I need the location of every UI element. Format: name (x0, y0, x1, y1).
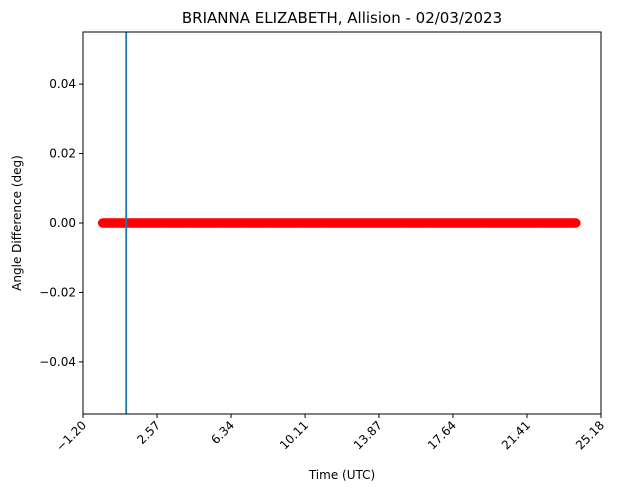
y-tick-label: −0.02 (39, 285, 76, 299)
scatter-points (97, 218, 581, 228)
y-tick-label: 0.04 (49, 77, 76, 91)
y-axis-label: Angle Difference (deg) (10, 155, 24, 291)
x-axis-label: Time (UTC) (308, 468, 375, 482)
y-tick-label: −0.04 (39, 355, 76, 369)
y-axis-ticks: 0.04 0.02 0.00 −0.02 −0.04 (39, 77, 83, 369)
data-point (571, 218, 581, 228)
chart-title: BRIANNA ELIZABETH, Allision - 02/03/2023 (182, 9, 502, 27)
y-tick-label: 0.00 (49, 216, 76, 230)
y-tick-label: 0.02 (49, 147, 76, 161)
